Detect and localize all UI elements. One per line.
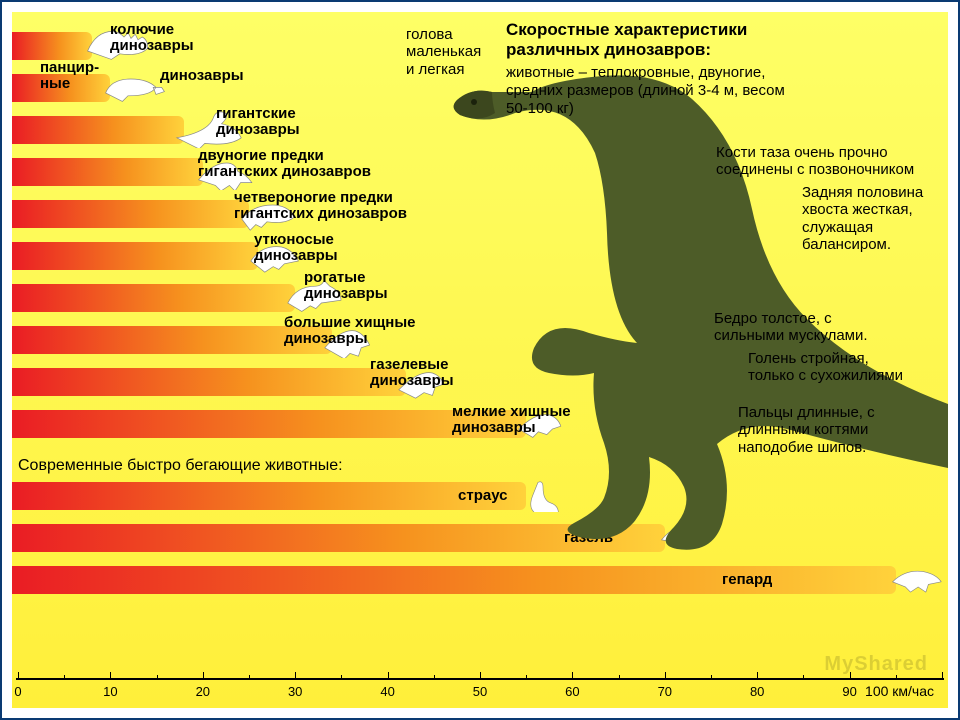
infographic-canvas: колючие динозавры панцир- ные динозавры гиг… bbox=[12, 12, 948, 708]
axis-tick bbox=[942, 672, 943, 680]
speed-bar bbox=[12, 368, 406, 396]
head-annotation: голова маленькая и легкая bbox=[406, 26, 481, 78]
axis-unit-label: 100 км/час bbox=[865, 683, 934, 699]
axis-tick bbox=[480, 672, 481, 680]
axis-tick-minor bbox=[157, 675, 158, 680]
bar-label: гепард bbox=[722, 572, 772, 588]
axis-tick bbox=[757, 672, 758, 680]
speed-bar bbox=[12, 482, 526, 510]
axis-tick bbox=[295, 672, 296, 680]
axis-tick-label: 40 bbox=[380, 684, 394, 699]
speed-bar bbox=[12, 116, 184, 144]
bar-label: динозавры bbox=[160, 68, 244, 84]
annotation: Пальцы длинные, с длинными когтями напод… bbox=[738, 404, 875, 456]
axis-tick-minor bbox=[64, 675, 65, 680]
axis-tick-label: 60 bbox=[565, 684, 579, 699]
axis-tick bbox=[850, 672, 851, 680]
annotation: Голень стройная, только с сухожилиями bbox=[748, 350, 903, 385]
bar-label: рогатые динозавры bbox=[304, 270, 388, 302]
speed-bar bbox=[12, 158, 203, 186]
axis-tick bbox=[388, 672, 389, 680]
bar-label: газель bbox=[564, 530, 613, 546]
bar-label: большие хищные динозавры bbox=[284, 315, 415, 347]
x-axis: 0 10 20 30 40 50 60 70 80 90 100 км/час bbox=[12, 672, 948, 702]
bar-label: колючие динозавры bbox=[110, 22, 194, 54]
axis-tick-label: 20 bbox=[196, 684, 210, 699]
axis-tick-minor bbox=[249, 675, 250, 680]
axis-tick-label: 50 bbox=[473, 684, 487, 699]
speed-bar bbox=[12, 410, 526, 438]
speed-bar bbox=[12, 242, 258, 270]
axis-tick bbox=[18, 672, 19, 680]
axis-tick-label: 0 bbox=[14, 684, 21, 699]
axis-tick-minor bbox=[711, 675, 712, 680]
bar-label: панцир- ные bbox=[40, 60, 99, 92]
annotation: Задняя половина хвоста жесткая, служащая… bbox=[802, 184, 923, 253]
axis-tick bbox=[110, 672, 111, 680]
bar-label: гигантские динозавры bbox=[216, 106, 300, 138]
speed-bar bbox=[12, 200, 249, 228]
axis-tick-label: 10 bbox=[103, 684, 117, 699]
axis-tick-minor bbox=[341, 675, 342, 680]
speed-bar bbox=[12, 32, 92, 60]
axis-tick-minor bbox=[526, 675, 527, 680]
speed-bar bbox=[12, 284, 295, 312]
bar-label: страус bbox=[458, 488, 508, 504]
animal-silhouette-icon bbox=[520, 476, 584, 512]
axis-tick bbox=[665, 672, 666, 680]
axis-tick-label: 90 bbox=[842, 684, 856, 699]
animal-silhouette-icon bbox=[890, 560, 948, 596]
axis-tick-minor bbox=[434, 675, 435, 680]
bar-label: газелевые динозавры bbox=[370, 357, 454, 389]
animal-silhouette-icon bbox=[659, 518, 723, 554]
modern-animals-header: Современные быстро бегающие животные: bbox=[18, 457, 343, 475]
axis-tick-label: 30 bbox=[288, 684, 302, 699]
bar-label: четвероногие предки гигантских динозавро… bbox=[234, 190, 407, 222]
axis-tick-minor bbox=[803, 675, 804, 680]
title: Скоростные характеристики различных дино… bbox=[506, 20, 747, 61]
bar-label: утконосые динозавры bbox=[254, 232, 338, 264]
axis-tick-label: 70 bbox=[658, 684, 672, 699]
bar-label: мелкие хищные динозавры bbox=[452, 404, 571, 436]
page-frame: колючие динозавры панцир- ные динозавры гиг… bbox=[0, 0, 960, 720]
axis-tick-minor bbox=[619, 675, 620, 680]
subtitle: животные – теплокровные, двуногие, средн… bbox=[506, 64, 785, 118]
axis-tick bbox=[203, 672, 204, 680]
axis-tick-label: 80 bbox=[750, 684, 764, 699]
bar-label: двуногие предки гигантских динозавров bbox=[198, 148, 371, 180]
annotation: Кости таза очень прочно соединены с позв… bbox=[716, 144, 914, 179]
axis-tick bbox=[572, 672, 573, 680]
axis-tick-minor bbox=[896, 675, 897, 680]
annotation: Бедро толстое, с сильными мускулами. bbox=[714, 310, 868, 345]
